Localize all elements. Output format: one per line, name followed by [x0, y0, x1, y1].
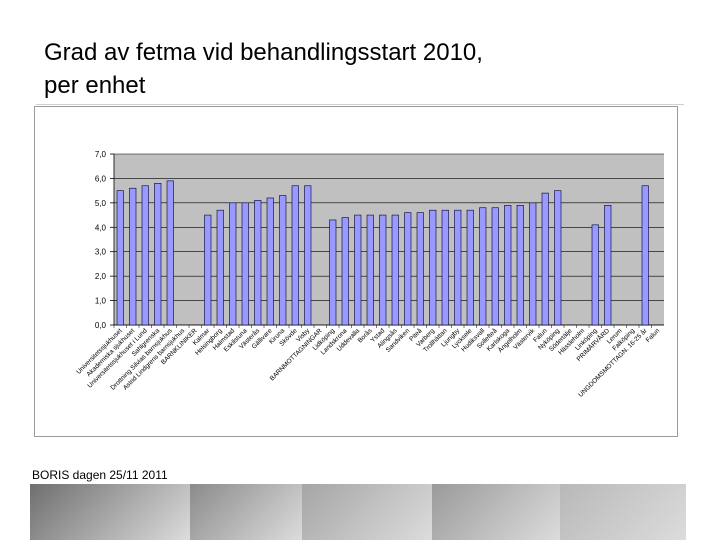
y-tick-label: 3,0: [95, 248, 107, 257]
bar: [541, 192, 549, 326]
bar: [166, 180, 174, 326]
bar: [154, 183, 162, 326]
bar: [229, 202, 237, 326]
bar: [554, 190, 562, 326]
bar: [504, 205, 512, 326]
bar: [341, 217, 349, 326]
plot-area: [114, 154, 664, 325]
y-tick-label: 2,0: [95, 272, 107, 281]
bar: [379, 214, 387, 326]
footer-text: BORIS dagen 25/11 2011: [32, 468, 168, 482]
bar: [366, 214, 374, 326]
bar: [416, 212, 424, 326]
bar: [591, 224, 599, 326]
bar: [466, 209, 474, 326]
y-tick-label: 0,0: [95, 321, 107, 330]
bar: [429, 209, 437, 326]
photo-arms-hands: [560, 484, 686, 540]
bar: [604, 205, 612, 326]
photo-hands-play: [302, 484, 432, 540]
y-tick-label: 6,0: [95, 174, 107, 183]
slide-title-line-1: Grad av fetma vid behandlingsstart 2010,: [44, 39, 483, 66]
bar: [354, 214, 362, 326]
bar: [329, 219, 337, 326]
bar: [304, 185, 312, 326]
slide-title: Grad av fetma vid behandlingsstart 2010,…: [44, 36, 684, 102]
bar: [404, 212, 412, 326]
photo-boy-pointing: [30, 484, 190, 540]
x-category-label: Falun: [645, 327, 662, 344]
y-tick-label: 5,0: [95, 199, 107, 208]
bar: [241, 202, 249, 326]
bar: [116, 190, 124, 326]
bar: [529, 202, 537, 326]
bar: [141, 185, 149, 326]
bar: [641, 185, 649, 326]
bar: [216, 209, 224, 326]
slide-title-line-2: per enhet: [44, 72, 146, 99]
bar: [516, 205, 524, 326]
bar-chart: 0,01,02,03,04,05,06,07,0Universitetssjuk…: [75, 150, 664, 399]
bar: [441, 209, 449, 326]
title-divider: [36, 104, 684, 105]
photo-legs-feet: [432, 484, 560, 540]
bar: [391, 214, 399, 326]
photo-child-portrait: [190, 484, 302, 540]
footer-photo-strip: [30, 484, 686, 540]
bar: [266, 197, 274, 326]
bar: [491, 207, 499, 326]
bar: [279, 195, 287, 326]
y-tick-label: 4,0: [95, 223, 107, 232]
y-tick-label: 7,0: [95, 150, 107, 159]
bar: [254, 200, 262, 326]
bar: [129, 187, 137, 326]
bar: [454, 209, 462, 326]
bar: [291, 185, 299, 326]
bar: [479, 207, 487, 326]
y-tick-label: 1,0: [95, 297, 107, 306]
bar: [204, 214, 212, 326]
